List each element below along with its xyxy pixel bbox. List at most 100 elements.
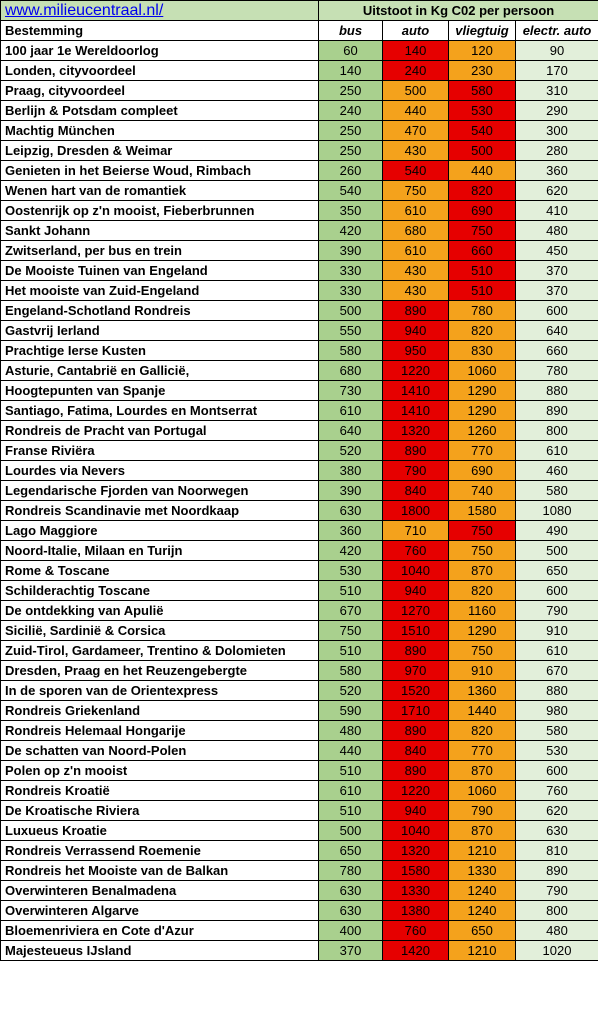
emission-cell: 1320 (382, 840, 449, 861)
emission-cell: 880 (514, 380, 598, 401)
emission-cell: 790 (448, 800, 516, 821)
emission-cell: 780 (448, 300, 516, 321)
emission-cell: 1060 (448, 360, 516, 381)
emission-cell: 910 (448, 660, 516, 681)
emission-cell: 540 (382, 160, 449, 181)
destination-cell: 100 jaar 1e Wereldoorlog (0, 40, 319, 61)
emission-cell: 640 (318, 420, 383, 441)
data-row: Polen op z'n mooist 510 890 870 600 (0, 760, 598, 781)
destination-cell: In de sporen van de Orientexpress (0, 680, 319, 701)
emission-cell: 1060 (448, 780, 516, 801)
data-row: Sankt Johann 420 680 750 480 (0, 220, 598, 241)
destination-cell: Berlijn & Potsdam compleet (0, 100, 319, 121)
emission-cell: 790 (514, 880, 598, 901)
destination-cell: Overwinteren Algarve (0, 900, 319, 921)
emission-cell: 1260 (448, 420, 516, 441)
destination-cell: Hoogtepunten van Spanje (0, 380, 319, 401)
emission-cell: 650 (318, 840, 383, 861)
destination-cell: Bloemenriviera en Cote d'Azur (0, 920, 319, 941)
emission-cell: 1220 (382, 780, 449, 801)
data-row: Genieten in het Beierse Woud, Rimbach 260… (0, 160, 598, 181)
destination-cell: Zwitserland, per bus en trein (0, 240, 319, 261)
emission-cell: 890 (382, 720, 449, 741)
emission-cell: 580 (318, 340, 383, 361)
emission-cell: 840 (382, 740, 449, 761)
emission-cell: 890 (382, 440, 449, 461)
data-row: Asturie, Cantabrië en Gallicië, 680 1220 10… (0, 360, 598, 381)
destination-cell: Polen op z'n mooist (0, 760, 319, 781)
emission-cell: 630 (318, 500, 383, 521)
emission-cell: 610 (514, 640, 598, 661)
data-row: Zwitserland, per bus en trein 390 610 660 45… (0, 240, 598, 261)
table-title: Uitstoot in Kg C02 per persoon (317, 0, 598, 21)
destination-cell: Leipzig, Dresden & Weimar (0, 140, 319, 161)
data-row: Zuid-Tirol, Gardameer, Trentino & Dolomi… (0, 640, 598, 661)
emission-cell: 830 (448, 340, 516, 361)
emission-cell: 480 (514, 220, 598, 241)
emission-cell: 250 (318, 140, 383, 161)
emission-cell: 610 (514, 440, 598, 461)
emission-cell: 760 (514, 780, 598, 801)
emission-cell: 1020 (514, 940, 598, 961)
emission-cell: 540 (318, 180, 383, 201)
destination-cell: Schilderachtig Toscane (0, 580, 319, 601)
emission-cell: 640 (514, 320, 598, 341)
emission-cell: 1580 (448, 500, 516, 521)
emission-cell: 550 (318, 320, 383, 341)
destination-cell: Overwinteren Benalmadena (0, 880, 319, 901)
destination-cell: Londen, cityvoordeel (0, 60, 319, 81)
emission-cell: 440 (318, 740, 383, 761)
emission-cell: 1330 (448, 860, 516, 881)
emission-cell: 820 (448, 320, 516, 341)
emission-cell: 1290 (448, 380, 516, 401)
emission-cell: 890 (514, 400, 598, 421)
emission-cell: 670 (318, 600, 383, 621)
emission-cell: 460 (514, 460, 598, 481)
emission-cell: 980 (514, 700, 598, 721)
emission-cell: 840 (382, 480, 449, 501)
emission-cell: 680 (382, 220, 449, 241)
emission-cell: 500 (318, 820, 383, 841)
destination-cell: Luxueus Kroatie (0, 820, 319, 841)
destination-cell: Zuid-Tirol, Gardameer, Trentino & Dolomi… (0, 640, 319, 661)
emission-cell: 590 (318, 700, 383, 721)
data-row: Rondreis Helemaal Hongarije 480 890 820 580 (0, 720, 598, 741)
emission-cell: 650 (448, 920, 516, 941)
data-row: Leipzig, Dresden & Weimar 250 430 500 280 (0, 140, 598, 161)
emission-cell: 1580 (382, 860, 449, 881)
data-row: Berlijn & Potsdam compleet 240 440 530 290 (0, 100, 598, 121)
data-row: Overwinteren Algarve 630 1380 1240 800 (0, 900, 598, 921)
emission-cell: 610 (318, 400, 383, 421)
emission-cell: 820 (448, 720, 516, 741)
emission-cell: 1320 (382, 420, 449, 441)
destination-cell: Dresden, Praag en het Reuzengebergte (0, 660, 319, 681)
emission-cell: 1220 (382, 360, 449, 381)
destination-cell: Prachtige Ierse Kusten (0, 340, 319, 361)
data-row: Rondreis Kroatië 610 1220 1060 760 (0, 780, 598, 801)
emission-cell: 420 (318, 220, 383, 241)
emission-cell: 530 (514, 740, 598, 761)
emission-cell: 250 (318, 80, 383, 101)
emission-cell: 750 (448, 540, 516, 561)
data-row: Luxueus Kroatie 500 1040 870 630 (0, 820, 598, 841)
emission-cell: 940 (382, 320, 449, 341)
emission-cell: 770 (448, 740, 516, 761)
emission-cell: 580 (514, 720, 598, 741)
site-link-cell: www.milieucentraal.nl/ (0, 0, 319, 21)
site-link[interactable]: www.milieucentraal.nl/ (5, 1, 164, 19)
emission-cell: 800 (514, 420, 598, 441)
data-row: Bloemenriviera en Cote d'Azur 400 760 650 48… (0, 920, 598, 941)
emission-cell: 510 (448, 260, 516, 281)
data-row: Dresden, Praag en het Reuzengebergte 580 9… (0, 660, 598, 681)
emission-cell: 390 (318, 240, 383, 261)
emission-cell: 750 (382, 180, 449, 201)
emission-cell: 1210 (448, 840, 516, 861)
data-row: Rondreis het Mooiste van de Balkan 780 158… (0, 860, 598, 881)
data-row: Rondreis de Pracht van Portugal 640 1320 12… (0, 420, 598, 441)
emission-cell: 1270 (382, 600, 449, 621)
emission-cell: 750 (318, 620, 383, 641)
destination-cell: Gastvrij Ierland (0, 320, 319, 341)
emission-cell: 780 (318, 860, 383, 881)
emission-cell: 580 (448, 80, 516, 101)
emission-cell: 1510 (382, 620, 449, 641)
